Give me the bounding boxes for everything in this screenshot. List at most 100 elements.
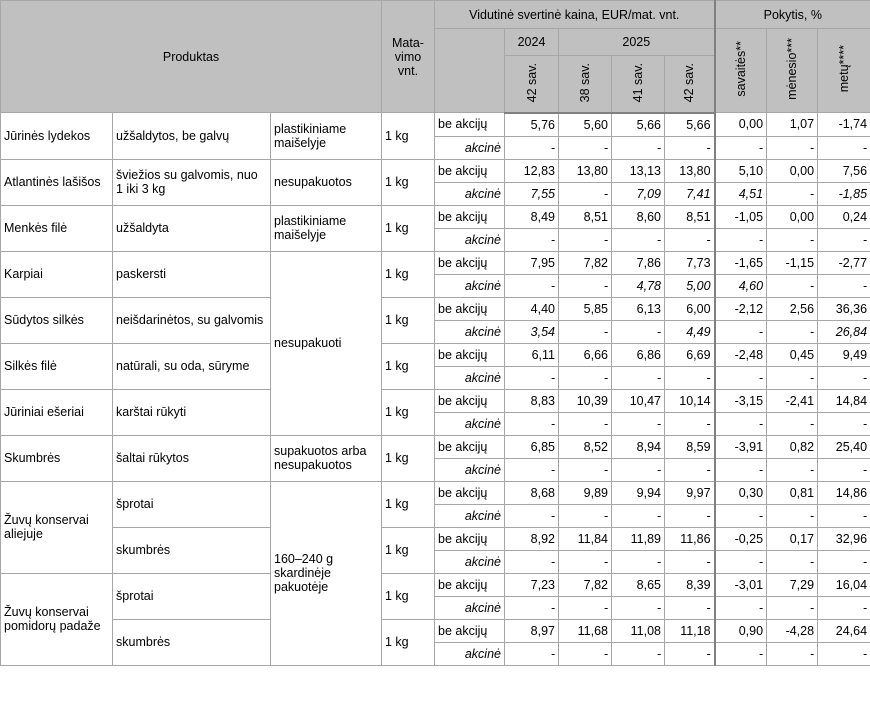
price-value: - (504, 457, 559, 482)
price-value: 10,47 (611, 388, 665, 413)
price-value: - (558, 411, 612, 436)
price-value: 4,78 (611, 273, 665, 298)
change-value: - (714, 641, 768, 666)
price-value: - (663, 411, 716, 436)
price-value: - (504, 641, 559, 666)
product-name: Karpiai (0, 250, 113, 298)
price-value: 8,68 (504, 480, 559, 505)
unit: 1 kg (381, 618, 435, 666)
price-value: - (558, 273, 612, 298)
table-row: Sūdytos silkės neišdarinėtos, su galvomis… (0, 296, 870, 344)
table-row: Menkės filė užšaldyta plastikiniame maišel… (0, 204, 870, 252)
change-value: 0,00 (714, 112, 768, 137)
table-row: Žuvų konservai pomidorų padaže šprotai 1 k… (0, 572, 870, 666)
change-value: 0,81 (766, 480, 819, 505)
price-value: - (558, 595, 612, 620)
price-value: 5,60 (558, 112, 612, 137)
price-value: 8,65 (611, 572, 665, 597)
change-value: -2,41 (766, 388, 819, 413)
change-value: 25,40 (817, 434, 870, 459)
price-type-regular: be akcijų (434, 618, 505, 643)
price-type-regular: be akcijų (434, 434, 505, 459)
price-value: 7,95 (504, 250, 559, 275)
price-value: 8,92 (504, 526, 559, 551)
price-value: 6,66 (558, 342, 612, 367)
price-value: 6,86 (611, 342, 665, 367)
change-value: - (766, 411, 819, 436)
price-value: - (663, 503, 716, 528)
price-type-promo: akcinė (434, 457, 505, 482)
change-value: - (817, 457, 870, 482)
table-row: skumbrės 1 kg be akcijų 8,97 11,68 11,08 11,18… (1, 618, 870, 666)
change-value: -3,91 (714, 434, 768, 459)
price-type-regular: be akcijų (434, 388, 505, 413)
price-value: 7,55 (504, 181, 559, 206)
price-value: 13,13 (611, 158, 665, 183)
price-type-regular: be akcijų (434, 250, 505, 275)
change-value: -1,85 (817, 181, 870, 206)
price-value: - (611, 319, 665, 344)
price-type-regular: be akcijų (434, 112, 505, 137)
price-value: 5,66 (611, 112, 665, 137)
price-type-regular: be akcijų (434, 296, 505, 321)
table-row: Skumbrės šaltai rūkytos supakuotos arba ne… (0, 434, 870, 482)
header-week: 38 sav. (558, 55, 612, 114)
header-change: Pokytis, % (714, 0, 870, 29)
price-value: 5,66 (663, 112, 716, 137)
change-value: - (766, 319, 819, 344)
product-description: šprotai (112, 480, 271, 528)
price-value: - (558, 135, 612, 160)
price-value: 11,84 (558, 526, 612, 551)
unit: 1 kg (381, 572, 435, 620)
change-value: 0,90 (714, 618, 768, 643)
price-value: - (611, 227, 665, 252)
change-value: - (766, 503, 819, 528)
header-week: 42 sav. (504, 55, 559, 114)
price-value: 3,54 (504, 319, 559, 344)
product-name: Jūrinės lydekos (0, 112, 113, 160)
change-value: - (766, 365, 819, 390)
price-type-promo: akcinė (434, 181, 505, 206)
price-value: 7,86 (611, 250, 665, 275)
price-value: - (663, 457, 716, 482)
table-row: Žuvų konservai aliejuje šprotai 160–240 g … (0, 480, 870, 666)
table-row: akcinė - - - - - - - (1, 411, 870, 436)
price-value: 10,39 (558, 388, 612, 413)
price-value: 6,13 (611, 296, 665, 321)
price-type-promo: akcinė (434, 411, 505, 436)
change-value: -3,15 (714, 388, 768, 413)
table-row: akcinė - -4,78 5,00 4,60- - (1, 273, 870, 298)
change-value: 5,10 (714, 158, 768, 183)
change-value: - (714, 457, 768, 482)
header-year-2024: 2024 (504, 28, 559, 56)
price-value: - (558, 549, 612, 574)
price-value: 7,73 (663, 250, 716, 275)
price-value: 4,49 (663, 319, 716, 344)
price-value: - (611, 503, 665, 528)
price-type-promo: akcinė (434, 641, 505, 666)
price-value: - (558, 503, 612, 528)
packaging: plastikiniame maišelyje (270, 112, 382, 160)
change-value: 1,07 (766, 112, 819, 137)
table-row: akcinė 3,54- -4,49- -26,84 (1, 319, 870, 344)
price-value: - (558, 641, 612, 666)
price-value: - (611, 595, 665, 620)
price-value: 13,80 (558, 158, 612, 183)
price-value: - (504, 227, 559, 252)
change-value: - (766, 227, 819, 252)
price-value: 6,85 (504, 434, 559, 459)
price-value: 7,82 (558, 572, 612, 597)
price-value: 8,97 (504, 618, 559, 643)
change-value: - (817, 549, 870, 574)
header-change-year: metų**** (817, 28, 870, 113)
price-value: 9,89 (558, 480, 612, 505)
product-name: Skumbrės (0, 434, 113, 482)
change-value: 0,00 (766, 158, 819, 183)
price-value: 11,86 (663, 526, 716, 551)
price-value: - (504, 503, 559, 528)
change-value: -1,05 (714, 204, 768, 229)
change-value: - (714, 411, 768, 436)
price-type-promo: akcinė (434, 319, 505, 344)
product-description: skumbrės (112, 618, 271, 666)
change-value: -2,12 (714, 296, 768, 321)
